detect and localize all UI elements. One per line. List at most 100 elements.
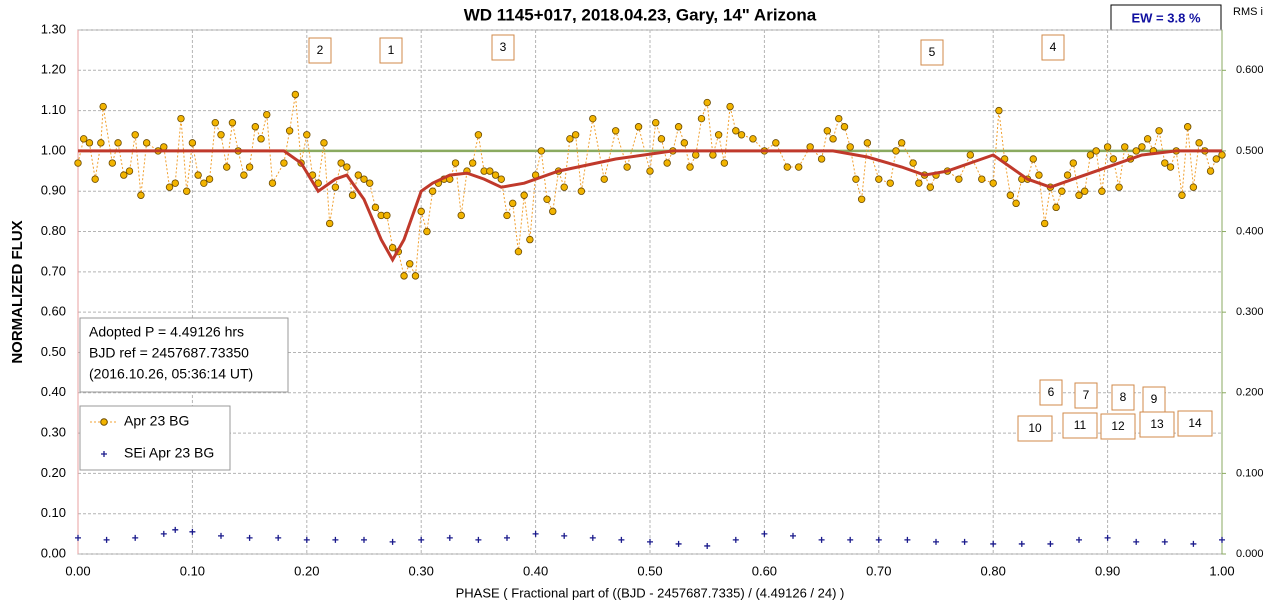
data-point (1052, 203, 1060, 212)
data-point (978, 175, 986, 183)
annotation-box (1017, 415, 1053, 442)
data-point (388, 243, 397, 252)
data-point (835, 114, 843, 123)
annotation-box (1100, 413, 1136, 440)
data-point (240, 171, 248, 179)
data-point (354, 171, 362, 179)
y-tick-label: 0.40 (41, 384, 66, 399)
legend-marker (100, 418, 108, 426)
data-point (1098, 187, 1106, 195)
data-point (571, 131, 580, 139)
y2-tick-label: 0.200 (1236, 387, 1264, 399)
data-point (1075, 191, 1083, 199)
x-tick-label: 0.90 (1095, 563, 1120, 578)
data-point (647, 538, 653, 545)
annotation: 5 (929, 45, 936, 59)
data-point (909, 159, 917, 167)
y-tick-label: 1.00 (41, 142, 66, 157)
data-point (675, 540, 682, 547)
data-point (103, 536, 110, 543)
data-point (1058, 187, 1066, 195)
data-point (303, 131, 311, 139)
data-point (611, 127, 620, 135)
model-curve (78, 149, 1222, 263)
x-tick-label: 0.30 (409, 563, 434, 578)
data-point (704, 542, 711, 549)
data-point (182, 187, 191, 195)
y2-tick-label: 0.000 (1236, 548, 1264, 560)
annotation-box (920, 39, 944, 66)
data-point (892, 147, 900, 155)
info-text: Adopted P = 4.49126 hrs (89, 324, 244, 340)
data-point (1178, 191, 1186, 199)
y-tick-label: 1.10 (41, 102, 66, 117)
y-tick-label: 0.90 (41, 183, 66, 198)
data-point (503, 211, 511, 220)
data-point (840, 123, 849, 131)
data-point (549, 207, 557, 216)
data-point (589, 114, 597, 123)
data-point (509, 199, 517, 208)
data-point (97, 139, 105, 147)
data-point (686, 163, 694, 171)
data-point (348, 191, 357, 199)
data-point (520, 191, 528, 199)
data-point (1138, 143, 1146, 151)
data-point (1206, 167, 1215, 175)
data-point (543, 195, 551, 203)
annotation: 9 (1151, 392, 1158, 406)
data-point (223, 163, 231, 171)
x-tick-label: 0.40 (523, 563, 548, 578)
data-point (674, 123, 683, 131)
data-point (114, 139, 122, 147)
data-point (989, 179, 997, 187)
data-point (268, 179, 277, 187)
data-point (1103, 143, 1112, 151)
data-point (1183, 123, 1192, 131)
data-point (1166, 163, 1175, 171)
data-point (411, 272, 420, 280)
data-point (245, 163, 254, 171)
data-point (423, 227, 431, 236)
data-point (783, 163, 791, 171)
data-point (795, 163, 803, 171)
y2-tick-label: 0.400 (1236, 225, 1264, 237)
data-point (818, 536, 825, 543)
data-point (1104, 534, 1111, 541)
chart-title: WD 1145+017, 2018.04.23, Gary, 14" Arizo… (464, 5, 817, 24)
y-tick-label: 0.20 (41, 465, 66, 480)
y-tick-label: 1.20 (41, 62, 66, 77)
data-line (77, 94, 1223, 278)
data-point (1092, 147, 1100, 155)
data-point (132, 534, 139, 541)
data-point (904, 536, 911, 543)
data-point (995, 106, 1003, 115)
data-point (561, 532, 568, 539)
y2-tick-label: 0.100 (1236, 467, 1264, 479)
annotation: 13 (1150, 417, 1164, 431)
data-point (486, 167, 494, 175)
data-point (966, 151, 975, 159)
data-point (331, 183, 340, 191)
data-point (732, 536, 739, 543)
x-tick-label: 0.00 (65, 563, 90, 578)
annotation-box (379, 37, 403, 64)
y-tick-label: 0.60 (41, 304, 66, 319)
data-point (177, 114, 185, 123)
data-point (1063, 171, 1072, 179)
y-tick-label: 0.50 (41, 344, 66, 359)
data-point (280, 159, 288, 167)
data-point (1218, 151, 1226, 159)
x-tick-label: 0.50 (637, 563, 662, 578)
data-point (108, 159, 117, 167)
x-axis-label: PHASE ( Fractional part of ((BJD - 24576… (456, 585, 845, 600)
data-point (246, 534, 253, 541)
y-tick-label: 0.00 (41, 545, 66, 560)
data-point (291, 90, 300, 99)
data-point (600, 175, 608, 183)
data-point (428, 187, 437, 195)
data-point (1035, 171, 1043, 179)
data-point (120, 171, 128, 179)
y-tick-label: 0.80 (41, 223, 66, 238)
